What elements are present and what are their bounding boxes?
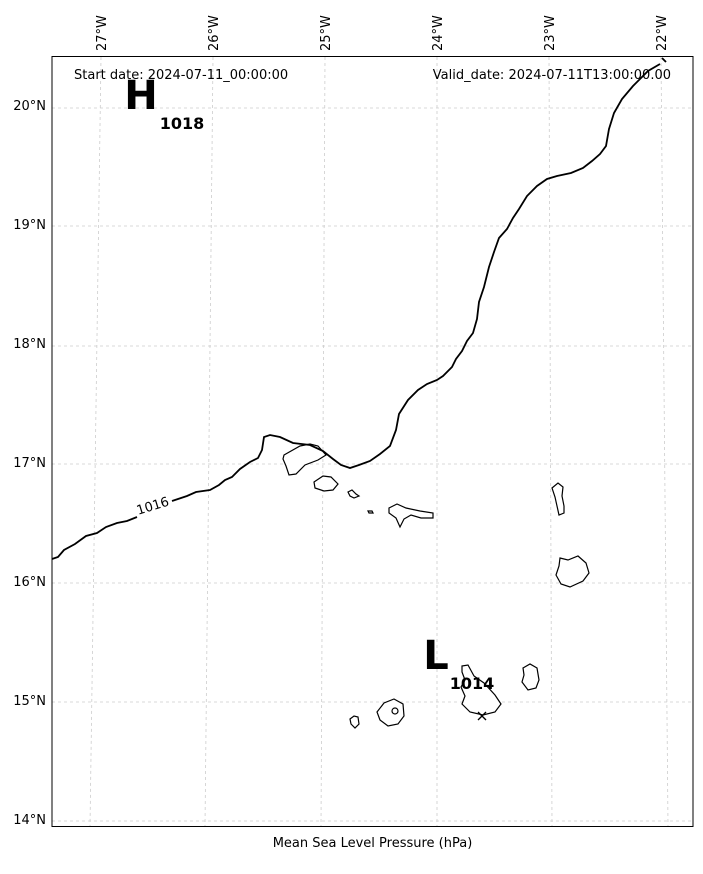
graticule (52, 56, 693, 827)
start-date-label: Start date: 2024-07-11_00:00:00 (74, 68, 288, 83)
island-brava (349, 715, 360, 729)
fogo-crater (391, 707, 399, 715)
lon-tick-label: 25°W (319, 15, 334, 51)
island-maio (521, 663, 540, 691)
valid-date-label: Valid_date: 2024-07-11T13:00:00.00 (433, 68, 671, 83)
lat-tick-label: 16°N (13, 575, 46, 590)
lon-tick-label: 24°W (431, 15, 446, 51)
island-fogo (376, 698, 405, 727)
lon-tick-label: 23°W (543, 15, 558, 51)
low-pressure-value: 1014 (450, 674, 495, 693)
island-branco (367, 510, 374, 514)
coastlines (282, 443, 590, 729)
island-santa-luzia (347, 489, 361, 499)
map-frame (51, 56, 694, 827)
lat-tick-label: 14°N (13, 813, 46, 828)
lon-tick-label: 27°W (95, 15, 110, 51)
lat-tick-label: 17°N (13, 456, 46, 471)
lon-tick-label: 22°W (655, 15, 670, 51)
high-pressure-value: 1018 (160, 114, 205, 133)
lat-tick-label: 19°N (13, 218, 46, 233)
low-center-marker (477, 711, 487, 721)
lat-tick-label: 18°N (13, 337, 46, 352)
island-sao-vicente (313, 475, 339, 492)
island-sao-nicolau (388, 503, 434, 529)
top-margin-mask (52, 0, 693, 56)
low-pressure-letter: L (423, 633, 449, 679)
lat-tick-label: 20°N (13, 99, 46, 114)
isobar-1016-label: 1016 (135, 495, 171, 519)
map-caption: Mean Sea Level Pressure (hPa) (272, 836, 473, 851)
island-sal (551, 482, 565, 516)
lon-tick-label: 26°W (207, 15, 222, 51)
isobar-1016-line (51, 57, 667, 560)
lat-tick-label: 15°N (13, 694, 46, 709)
island-boa-vista (555, 555, 590, 588)
high-pressure-letter: H (124, 73, 157, 119)
